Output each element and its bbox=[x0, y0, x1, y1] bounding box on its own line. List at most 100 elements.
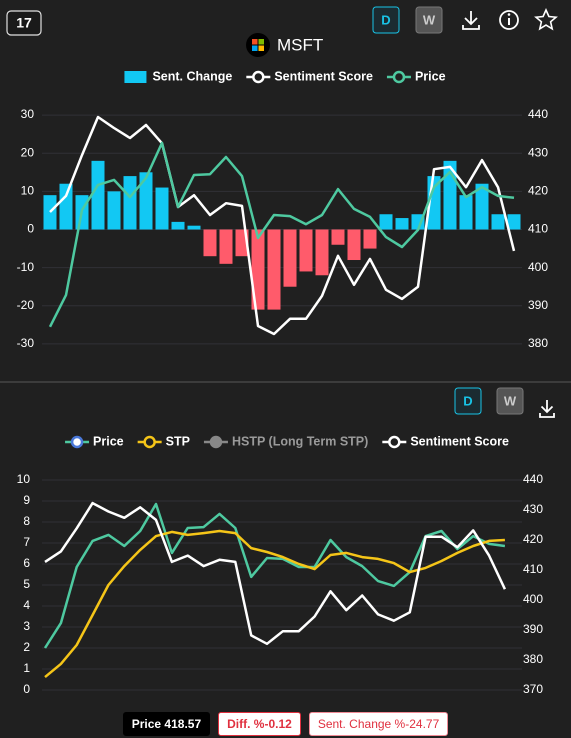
y2-tick-label: 440 bbox=[528, 107, 548, 121]
chart-title: MSFT bbox=[277, 35, 323, 54]
bar bbox=[395, 218, 409, 230]
y2-tick-label: 410 bbox=[523, 562, 543, 576]
badge-box bbox=[6, 10, 42, 36]
legend-marker bbox=[388, 435, 401, 449]
y2-tick-label: 440 bbox=[523, 472, 543, 486]
info-icon[interactable] bbox=[499, 10, 519, 30]
legend-label: HSTP (Long Term STP) bbox=[232, 434, 368, 448]
weekly-button[interactable] bbox=[415, 6, 443, 34]
price-badge: Price 418.57 bbox=[122, 712, 211, 736]
bar bbox=[155, 187, 169, 230]
legend-label: Sentiment Score bbox=[274, 69, 373, 83]
legend-marker bbox=[143, 435, 156, 449]
bar bbox=[203, 229, 217, 257]
bar bbox=[267, 229, 281, 310]
bar bbox=[43, 195, 57, 230]
y-tick-label: 0 bbox=[23, 682, 30, 696]
y-tick-label: 10 bbox=[17, 472, 31, 486]
daily-button[interactable] bbox=[372, 6, 400, 34]
legend-swatch bbox=[124, 71, 147, 83]
series-line bbox=[43, 502, 506, 649]
weekly-button[interactable] bbox=[496, 387, 524, 415]
y-tick-label: 3 bbox=[23, 619, 30, 633]
y2-tick-label: 430 bbox=[523, 502, 543, 516]
bar bbox=[123, 176, 137, 230]
y2-tick-label: 380 bbox=[528, 336, 548, 350]
y-tick-label: 6 bbox=[23, 556, 30, 570]
bar bbox=[219, 229, 233, 264]
daily-button-label[interactable]: D bbox=[463, 393, 472, 408]
legend-label: Price bbox=[415, 69, 446, 83]
bar bbox=[315, 229, 329, 276]
legend-label: STP bbox=[166, 434, 190, 448]
bar bbox=[379, 214, 393, 230]
y-tick-label: 20 bbox=[21, 145, 35, 159]
y-tick-label: 5 bbox=[23, 577, 30, 591]
badge: 17 bbox=[16, 15, 32, 31]
download-icon[interactable] bbox=[462, 11, 480, 30]
y2-tick-label: 400 bbox=[528, 260, 548, 274]
y2-tick-label: 370 bbox=[523, 682, 543, 696]
legend-item[interactable]: HSTP (Long Term STP) bbox=[203, 434, 368, 449]
footer: Price 418.57 Diff. %-0.12 Sent. Change %… bbox=[0, 712, 571, 736]
y-tick-label: 4 bbox=[23, 598, 30, 612]
bar bbox=[171, 221, 185, 230]
bar bbox=[283, 229, 297, 287]
legend-marker bbox=[209, 435, 223, 449]
download-icon[interactable] bbox=[539, 400, 555, 418]
legend-item[interactable]: Price bbox=[386, 69, 446, 84]
y2-tick-label: 430 bbox=[528, 145, 548, 159]
legend-marker bbox=[252, 70, 265, 84]
legend-label: Sent. Change bbox=[152, 69, 232, 83]
y-tick-label: 9 bbox=[23, 493, 30, 507]
daily-button[interactable] bbox=[454, 387, 482, 415]
bar bbox=[347, 229, 361, 261]
legend-marker bbox=[392, 70, 406, 84]
bar bbox=[91, 160, 105, 230]
series-line bbox=[49, 115, 516, 336]
legend-item[interactable]: STP bbox=[137, 434, 190, 449]
y-tick-label: 0 bbox=[27, 222, 34, 236]
y2-tick-label: 380 bbox=[523, 652, 543, 666]
daily-button-label[interactable]: D bbox=[381, 12, 390, 27]
series-line bbox=[48, 141, 515, 328]
weekly-button-label[interactable]: W bbox=[423, 12, 436, 27]
y2-tick-label: 390 bbox=[523, 622, 543, 636]
bar bbox=[107, 191, 121, 230]
legend: Sent. Change Sentiment Score Price bbox=[124, 69, 446, 84]
bar bbox=[491, 214, 505, 230]
y-tick-label: 2 bbox=[23, 640, 30, 654]
y2-tick-label: 400 bbox=[523, 592, 543, 606]
y2-tick-label: 420 bbox=[528, 184, 548, 198]
legend-item[interactable]: Sentiment Score bbox=[382, 434, 509, 448]
sent-change-badge: Sent. Change %-24.77 bbox=[308, 712, 449, 736]
legend: Price STP HSTP (Long Term STP) Sentiment Sc… bbox=[65, 434, 509, 448]
legend-item[interactable]: Sent. Change bbox=[124, 69, 232, 83]
star-icon[interactable] bbox=[534, 8, 558, 31]
y-tick-label: 10 bbox=[21, 184, 35, 198]
y2-tick-label: 410 bbox=[528, 222, 548, 236]
logo bbox=[246, 33, 270, 57]
weekly-button-label[interactable]: W bbox=[504, 393, 517, 408]
bar bbox=[139, 172, 153, 230]
series-line bbox=[44, 529, 505, 679]
bar bbox=[459, 195, 473, 230]
diff-badge: Diff. %-0.12 bbox=[218, 712, 301, 736]
legend-marker bbox=[70, 435, 84, 449]
legend-label: Price bbox=[93, 434, 124, 448]
series-line bbox=[44, 501, 507, 646]
legend-label: Sentiment Score bbox=[410, 434, 509, 448]
bar bbox=[331, 229, 345, 245]
y-tick-label: -30 bbox=[17, 336, 35, 350]
y-tick-label: 1 bbox=[23, 661, 30, 675]
bar bbox=[507, 214, 521, 230]
y-tick-label: 7 bbox=[23, 535, 30, 549]
bar bbox=[299, 229, 313, 272]
y2-tick-label: 420 bbox=[523, 532, 543, 546]
y-tick-label: -10 bbox=[17, 260, 35, 274]
legend-item[interactable]: Sentiment Score bbox=[246, 69, 373, 83]
legend-item[interactable]: Price bbox=[65, 434, 124, 448]
y2-tick-label: 390 bbox=[528, 298, 548, 312]
